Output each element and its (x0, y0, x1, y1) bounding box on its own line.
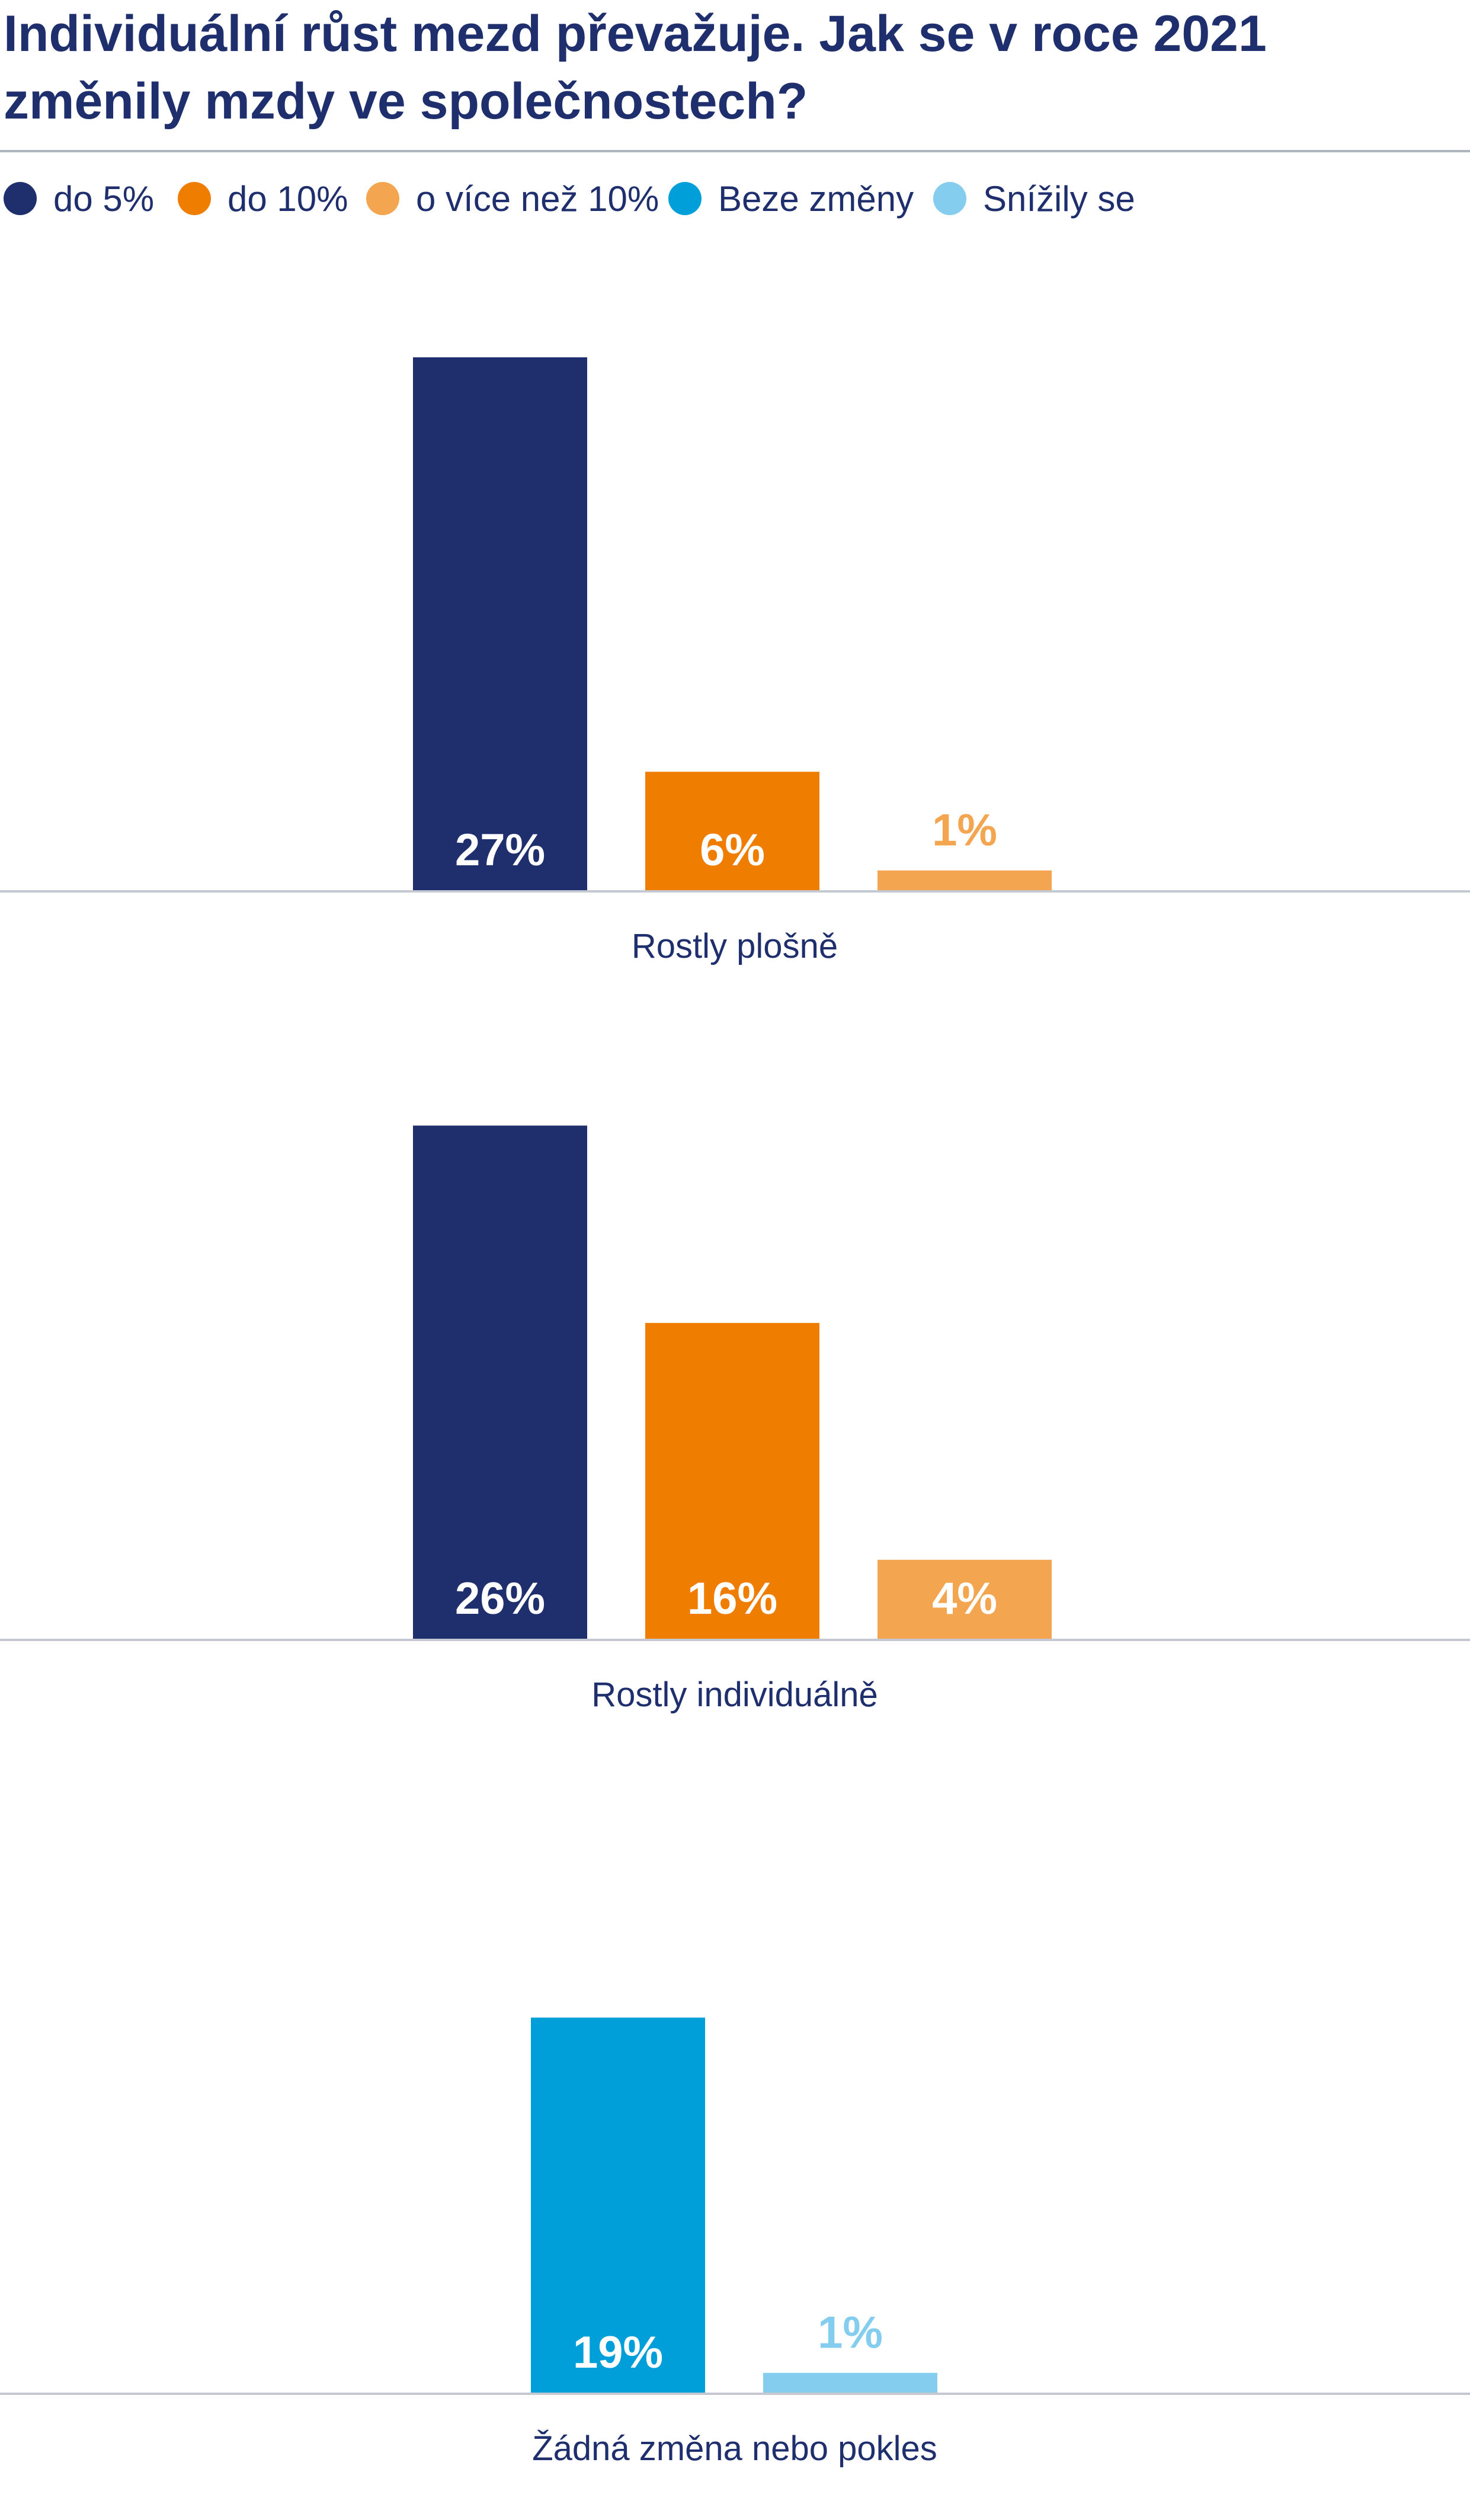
legend: do 5% do 10% o více než 10% Beze změny S… (0, 172, 1470, 225)
bar (645, 772, 819, 890)
legend-item-do-5: do 5% (4, 172, 154, 225)
data-label: 27% (455, 825, 545, 875)
legend-swatch (4, 182, 37, 215)
bar (413, 1125, 587, 1639)
legend-label: Snížily se (983, 178, 1135, 219)
data-label: 1% (932, 805, 997, 856)
legend-item-beze-zmeny: Beze změny (668, 172, 914, 225)
bar (645, 1323, 819, 1639)
title-divider (0, 150, 1470, 152)
bar (413, 357, 587, 890)
bar (531, 2017, 705, 2393)
legend-swatch (178, 182, 211, 215)
category-label: Rostly individuálně (591, 1675, 878, 1714)
baseline (0, 2393, 1470, 2395)
legend-swatch (366, 182, 399, 215)
chart-title: Individuální růst mezd převažuje. Jak se… (4, 5, 1267, 130)
legend-label: do 5% (53, 178, 155, 219)
bar (763, 2372, 937, 2393)
data-label: 26% (455, 1574, 545, 1624)
data-label: 4% (932, 1574, 997, 1624)
data-label: 19% (573, 2327, 663, 2378)
legend-label: o více než 10% (416, 178, 659, 219)
legend-item-vice-nez-10: o více než 10% (366, 172, 659, 225)
bar (877, 1559, 1052, 1639)
baseline (0, 1639, 1470, 1641)
data-label: 16% (687, 1574, 777, 1624)
legend-swatch (933, 182, 966, 215)
category-label: Žádná změna nebo pokles (532, 2429, 937, 2468)
legend-label: do 10% (228, 178, 348, 219)
legend-item-do-10: do 10% (178, 172, 348, 225)
category-label: Rostly plošně (632, 927, 838, 965)
legend-label: Beze změny (718, 178, 914, 219)
bar (877, 870, 1052, 890)
legend-item-snizily-se: Snížily se (933, 172, 1135, 225)
baseline (0, 890, 1470, 893)
data-label: 1% (818, 2308, 883, 2358)
data-label: 6% (700, 825, 765, 875)
legend-swatch (668, 182, 702, 215)
